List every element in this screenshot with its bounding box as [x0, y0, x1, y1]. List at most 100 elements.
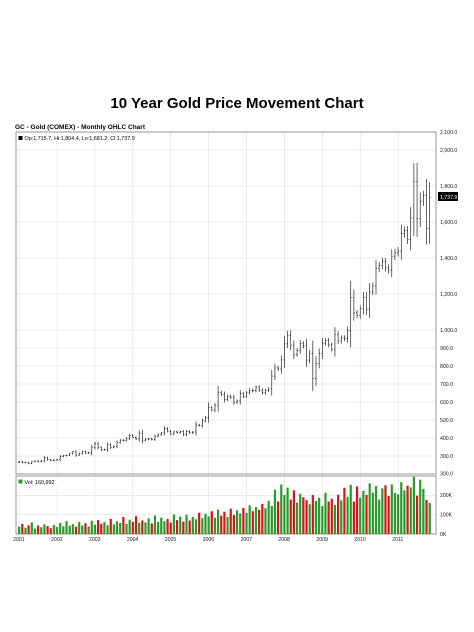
volume-bar	[343, 487, 346, 534]
ohlc-bar	[302, 341, 305, 349]
volume-bar	[109, 518, 112, 534]
ohlc-bar	[166, 427, 169, 433]
volume-bar	[62, 526, 65, 534]
volume-bar	[324, 492, 327, 534]
ohlc-bar	[365, 291, 368, 315]
volume-bar	[27, 525, 30, 534]
ohlc-bar	[71, 450, 74, 455]
price-tick-label: 700.0	[440, 382, 453, 388]
volume-bar	[235, 510, 239, 534]
ohlc-bar	[248, 388, 251, 395]
year-tick-label: 2011	[392, 537, 403, 543]
volume-bar	[384, 485, 387, 534]
volume-bar	[280, 484, 283, 534]
volume-bar	[229, 508, 232, 534]
volume-bar	[217, 509, 220, 534]
ohlc-bar	[387, 264, 390, 274]
volume-bar	[204, 513, 207, 534]
volume-bar	[46, 526, 49, 534]
ohlc-bar	[412, 163, 415, 237]
ohlc-bar	[201, 418, 204, 428]
ohlc-bar	[84, 450, 87, 454]
volume-bar	[258, 509, 261, 534]
volume-bar	[400, 482, 403, 534]
volume-bar	[330, 498, 333, 534]
ohlc-bar	[18, 461, 21, 463]
volume-bar	[84, 523, 87, 534]
volume-bar	[368, 483, 371, 534]
volume-bar	[40, 527, 43, 534]
volume-bar	[166, 518, 169, 534]
ohlc-bar	[191, 430, 194, 434]
ohlc-bar	[333, 327, 336, 357]
ohlc-bar	[188, 430, 191, 434]
ohlc-bar	[169, 429, 172, 436]
volume-bar	[409, 487, 412, 534]
volume-bar	[390, 484, 393, 534]
year-tick-label: 2005	[165, 537, 177, 543]
ohlc-bar	[68, 452, 71, 457]
ohlc-bar	[27, 461, 30, 465]
volume-bar	[232, 515, 235, 534]
volume-bar	[201, 518, 204, 534]
volume-bar	[223, 511, 226, 534]
volume-bar	[128, 519, 131, 534]
grid-lines	[16, 131, 436, 534]
chart-title: GC - Gold (COMEX) - Monthly OHLC Chart	[15, 124, 145, 131]
volume-bar	[169, 522, 172, 534]
ohlc-bar	[40, 460, 43, 463]
volume-bar	[352, 501, 355, 534]
ohlc-bar	[381, 257, 384, 270]
volume-bar	[185, 514, 188, 534]
ohlc-bar	[425, 179, 428, 245]
ohlc-bar	[229, 394, 232, 400]
ohlc-bar	[352, 289, 355, 321]
ohlc-bar	[49, 459, 52, 462]
volume-bar	[138, 522, 141, 534]
volume-bar	[122, 516, 125, 534]
volume-bar	[355, 486, 359, 534]
volume-bar	[340, 500, 343, 534]
volume-legend: Vol: 160,992	[25, 480, 55, 486]
volume-bar	[226, 516, 229, 534]
ohlc-bar	[318, 348, 321, 369]
last-price-label: 1,737.9	[440, 195, 457, 201]
ohlc-bar	[242, 392, 245, 398]
ohlc-bar	[220, 390, 223, 396]
price-legend: Op:1,715.7, Hi:1,804.4, Lo:1,681.2, Cl:1…	[25, 136, 135, 142]
volume-bar	[43, 524, 46, 534]
volume-bar	[191, 516, 194, 534]
volume-bar	[179, 516, 182, 534]
ohlc-bar	[21, 461, 24, 464]
volume-bar	[311, 494, 314, 534]
ohlc-bar	[226, 394, 229, 402]
volume-legend-box	[17, 478, 67, 486]
ohlc-bar	[286, 330, 289, 349]
ohlc-bar	[236, 399, 239, 404]
ohlc-bar	[311, 340, 314, 392]
price-tick-label: 300.0	[440, 454, 453, 460]
price-tick-label: 600.0	[440, 400, 453, 406]
ohlc-bar	[245, 391, 248, 398]
volume-bar	[52, 524, 55, 534]
ohlc-bars	[18, 163, 431, 465]
year-tick-label: 2010	[354, 537, 366, 543]
ohlc-bar	[258, 385, 261, 392]
price-bottom-label: 300.0	[440, 472, 453, 478]
price-tick-label: 1,200.0	[440, 292, 457, 298]
volume-bar	[100, 523, 103, 534]
ohlc-bar	[261, 388, 264, 395]
ohlc-bar	[109, 443, 112, 449]
volume-bar	[359, 497, 362, 534]
page-title: 10 Year Gold Price Movement Chart	[110, 95, 364, 112]
ohlc-bar	[210, 406, 213, 412]
volume-bar	[188, 520, 191, 534]
volume-bar	[371, 492, 374, 534]
volume-bar	[74, 526, 78, 534]
volume-bar	[115, 521, 119, 534]
ohlc-bar	[163, 426, 166, 436]
price-tick-label: 1,000.0	[440, 328, 457, 334]
ohlc-bar	[122, 439, 125, 442]
ohlc-bar	[324, 337, 327, 346]
ohlc-bar	[59, 455, 62, 462]
